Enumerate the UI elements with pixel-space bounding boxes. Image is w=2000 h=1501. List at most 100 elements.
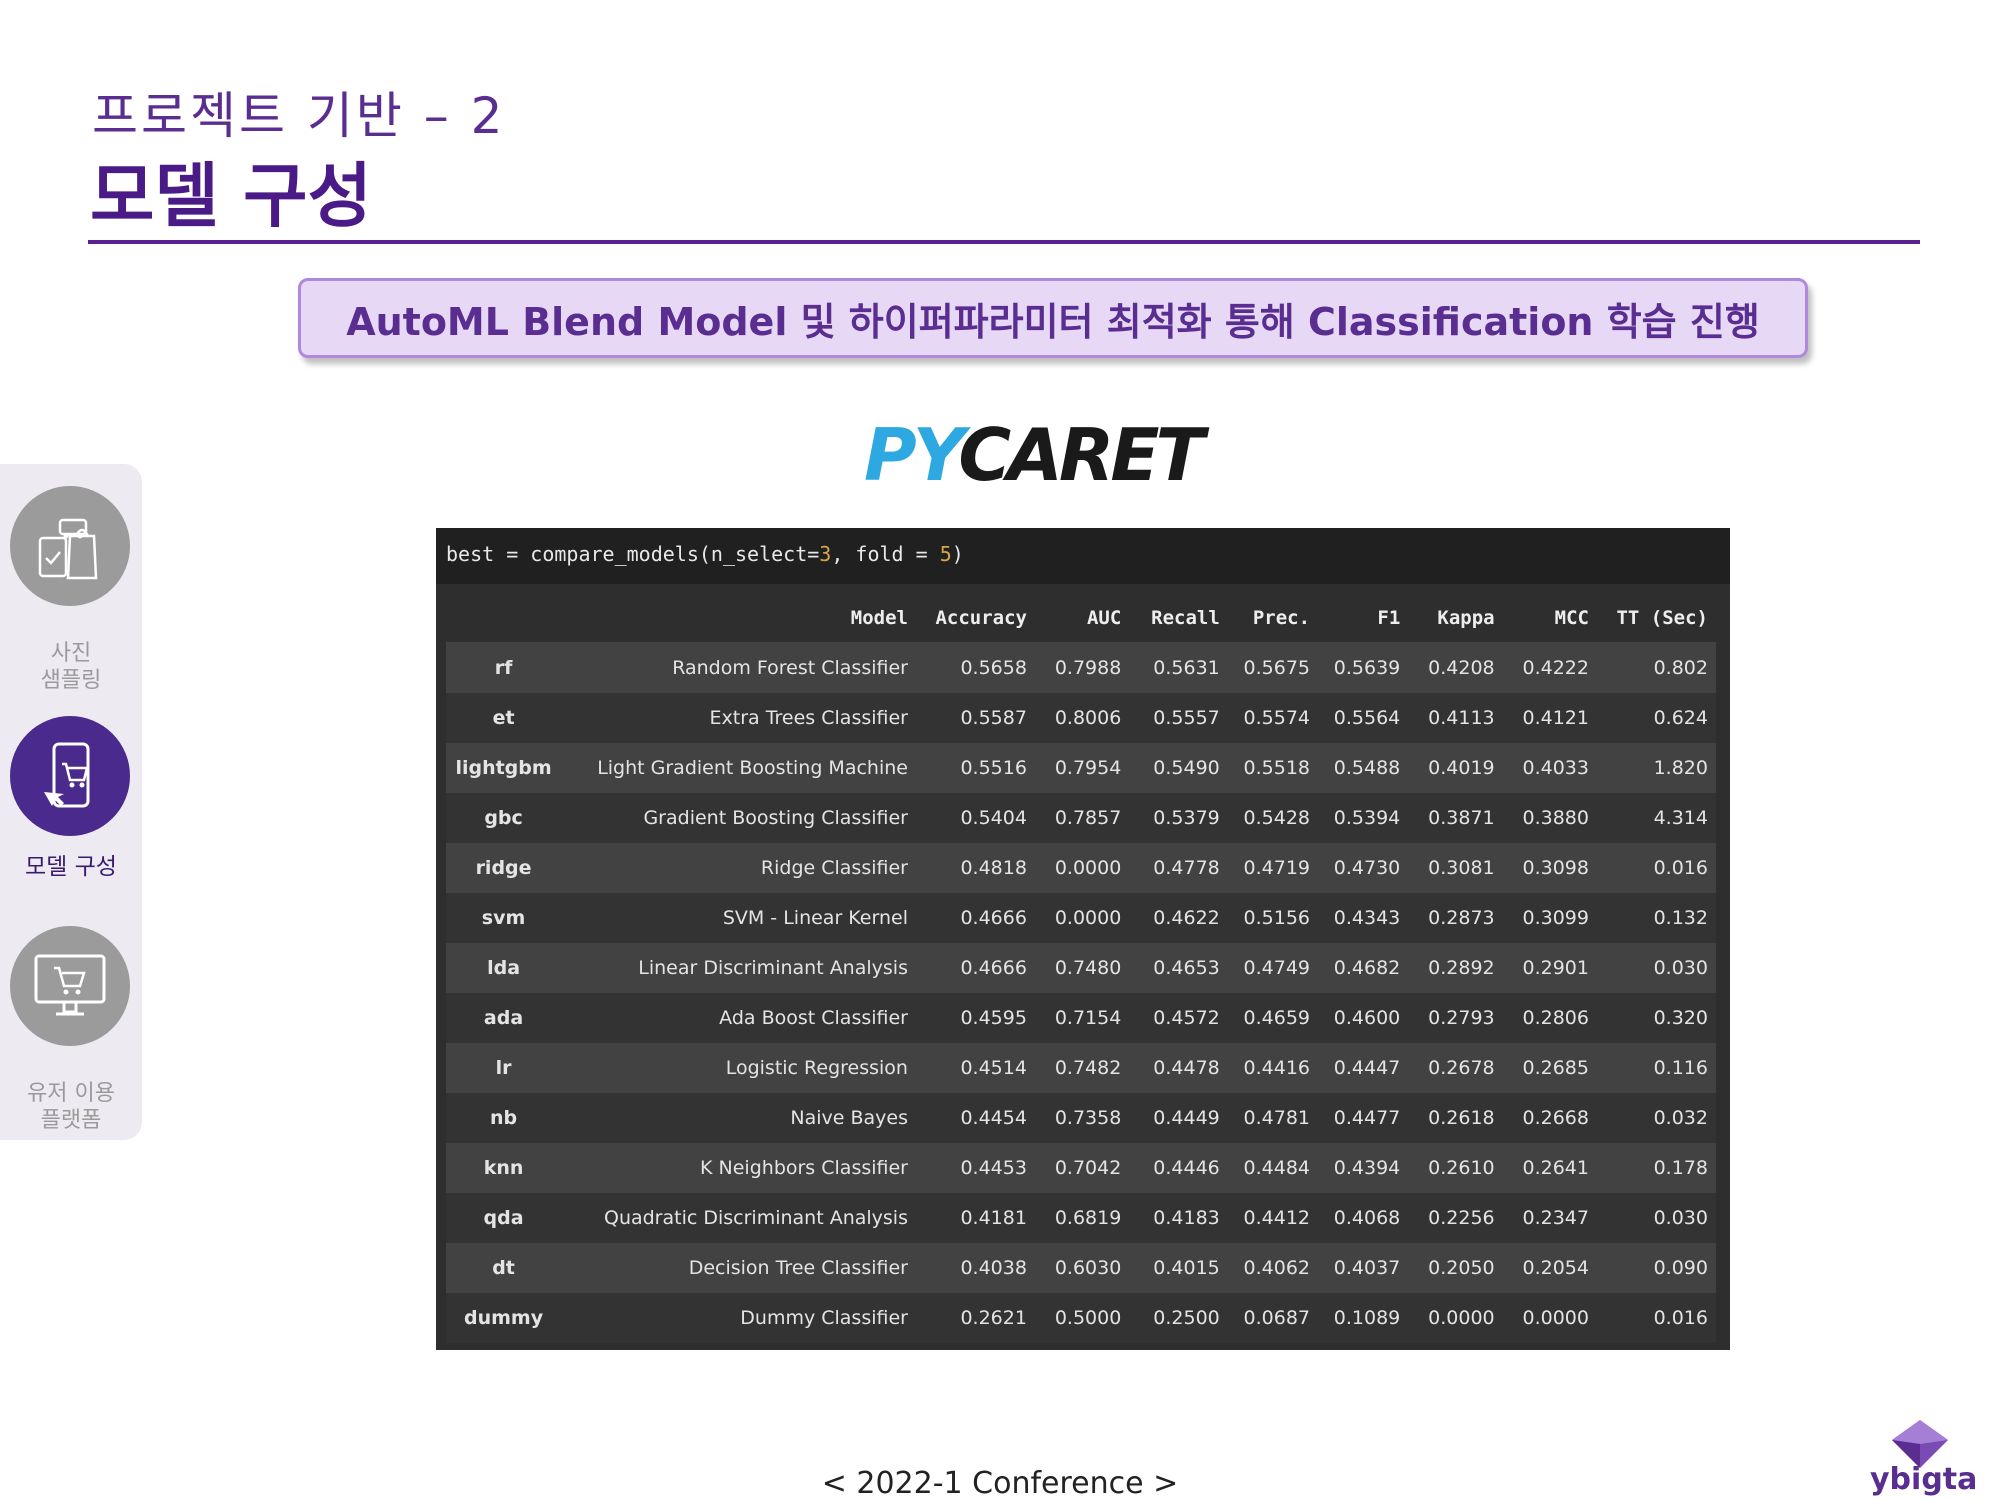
metric-cell: 0.4730: [1318, 843, 1409, 893]
metric-cell: 0.2054: [1502, 1243, 1597, 1293]
metric-cell: 0.3099: [1502, 893, 1597, 943]
model-id-cell: rf: [446, 642, 562, 693]
metric-cell: 0.320: [1596, 993, 1716, 1043]
table-row: lr Logistic Regression 0.4514 0.7482 0.4478 0…: [446, 1043, 1716, 1093]
metric-cell: 0.4600: [1318, 993, 1409, 1043]
metric-cell: 0.4749: [1227, 943, 1319, 993]
metric-cell: 0.030: [1596, 1193, 1716, 1243]
metric-cell: 0.4062: [1227, 1243, 1319, 1293]
metric-cell: 0.6819: [1034, 1193, 1130, 1243]
model-id-cell: et: [446, 693, 562, 743]
svg-text:PYCARET: PYCARET: [864, 422, 1210, 492]
pycaret-logo: PYCARET: [864, 413, 1254, 497]
metric-cell: 0.5156: [1227, 893, 1319, 943]
metric-cell: 0.5379: [1129, 793, 1228, 843]
metric-cell: 0.2901: [1502, 943, 1597, 993]
model-name-cell: Gradient Boosting Classifier: [561, 793, 916, 843]
metric-cell: 0.3098: [1502, 843, 1597, 893]
table-row: svm SVM - Linear Kernel 0.4666 0.0000 0.4622…: [446, 893, 1716, 943]
table-row: qda Quadratic Discriminant Analysis 0.4181…: [446, 1193, 1716, 1243]
table-row: et Extra Trees Classifier 0.5587 0.8006 0.55…: [446, 693, 1716, 743]
section-sidenav: 사진 샘플링 모델 구성 유저 이용 플랫폼: [0, 464, 142, 1140]
metric-cell: 0.5587: [915, 693, 1035, 743]
metric-cell: 0.4666: [915, 893, 1035, 943]
metric-cell: 0.132: [1596, 893, 1716, 943]
model-id-cell: nb: [446, 1093, 562, 1143]
metric-cell: 0.5516: [915, 743, 1035, 793]
code-middle: , fold =: [831, 542, 940, 566]
code-input[interactable]: best = compare_models(n_select=3, fold =…: [446, 542, 964, 566]
model-name-cell: Linear Discriminant Analysis: [561, 943, 916, 993]
model-id-cell: ada: [446, 993, 562, 1043]
metric-cell: 0.016: [1596, 1293, 1716, 1343]
model-id-cell: lda: [446, 943, 562, 993]
metric-cell: 0.5428: [1227, 793, 1319, 843]
metric-cell: 4.314: [1596, 793, 1716, 843]
nav-label-line2: 플랫폼: [40, 1108, 102, 1133]
model-id-cell: svm: [446, 893, 562, 943]
brand-text: ybigta: [1870, 1462, 1978, 1497]
metric-cell: 0.5518: [1227, 743, 1319, 793]
metric-cell: 0.4449: [1129, 1093, 1228, 1143]
model-id-cell: lightgbm: [446, 743, 562, 793]
metric-cell: 0.4514: [915, 1043, 1035, 1093]
metric-cell: 0.0000: [1034, 843, 1130, 893]
code-prefix: best = compare_models(n_select=: [446, 542, 820, 566]
metric-cell: 0.4666: [915, 943, 1035, 993]
model-name-cell: Logistic Regression: [561, 1043, 916, 1093]
table-row: rf Random Forest Classifier 0.5658 0.7988 0.…: [446, 642, 1716, 693]
metric-cell: 0.7480: [1034, 943, 1130, 993]
metric-cell: 0.4484: [1227, 1143, 1319, 1193]
metric-cell: 1.820: [1596, 743, 1716, 793]
metric-cell: 0.5488: [1318, 743, 1409, 793]
shopping-photo-icon: [10, 486, 130, 606]
model-id-cell: knn: [446, 1143, 562, 1193]
cell-output: Model Accuracy AUC Recall Prec. F1 Kappa MCC TT …: [436, 584, 1730, 1350]
metric-cell: 0.2256: [1408, 1193, 1503, 1243]
metric-cell: 0.5404: [915, 793, 1035, 843]
conference-footer: < 2022-1 Conference >: [821, 1466, 1179, 1501]
metric-cell: 0.4719: [1227, 843, 1319, 893]
metric-cell: 0.5639: [1318, 642, 1409, 693]
column-header: Prec.: [1227, 594, 1319, 643]
metric-cell: 0.5658: [915, 642, 1035, 693]
metric-cell: 0.4183: [1129, 1193, 1228, 1243]
monitor-cart-icon: [10, 926, 130, 1046]
model-comparison-table: Model Accuracy AUC Recall Prec. F1 Kappa MCC TT …: [446, 594, 1716, 1343]
slide-title: 모델 구성: [90, 155, 372, 237]
model-id-cell: ridge: [446, 843, 562, 893]
model-name-cell: SVM - Linear Kernel: [561, 893, 916, 943]
model-name-cell: Quadratic Discriminant Analysis: [561, 1193, 916, 1243]
column-header: AUC: [1034, 594, 1130, 643]
table-row: dummy Dummy Classifier 0.2621 0.5000 0.2500 0…: [446, 1293, 1716, 1343]
column-header: MCC: [1502, 594, 1597, 643]
table-row: ada Ada Boost Classifier 0.4595 0.7154 0.457…: [446, 993, 1716, 1043]
column-header: TT (Sec): [1596, 594, 1716, 643]
metric-cell: 0.3081: [1408, 843, 1503, 893]
metric-cell: 0.4343: [1318, 893, 1409, 943]
metric-cell: 0.178: [1596, 1143, 1716, 1193]
metric-cell: 0.5564: [1318, 693, 1409, 743]
nav-label-line1: 사진: [50, 641, 92, 666]
table-row: nb Naive Bayes 0.4454 0.7358 0.4449 0.4781 0.4…: [446, 1093, 1716, 1143]
model-name-cell: Ridge Classifier: [561, 843, 916, 893]
table-row: gbc Gradient Boosting Classifier 0.5404 0.7…: [446, 793, 1716, 843]
code-n-select: 3: [819, 542, 832, 566]
metric-cell: 0.2892: [1408, 943, 1503, 993]
metric-cell: 0.5000: [1034, 1293, 1130, 1343]
metric-cell: 0.4446: [1129, 1143, 1228, 1193]
metric-cell: 0.4033: [1502, 743, 1597, 793]
metric-cell: 0.3880: [1502, 793, 1597, 843]
metric-cell: 0.2050: [1408, 1243, 1503, 1293]
metric-cell: 0.2618: [1408, 1093, 1503, 1143]
metric-cell: 0.8006: [1034, 693, 1130, 743]
model-name-cell: Random Forest Classifier: [561, 642, 916, 693]
summary-banner: AutoML Blend Model 및 하이퍼파라미터 최적화 통해 Clas…: [298, 278, 1808, 358]
model-name-cell: Naive Bayes: [561, 1093, 916, 1143]
metric-cell: 0.4653: [1129, 943, 1228, 993]
table-row: dt Decision Tree Classifier 0.4038 0.6030 0.…: [446, 1243, 1716, 1293]
table-row: knn K Neighbors Classifier 0.4453 0.7042 0.4…: [446, 1143, 1716, 1193]
code-suffix: ): [951, 542, 964, 566]
metric-cell: 0.2610: [1408, 1143, 1503, 1193]
column-header: Recall: [1129, 594, 1228, 643]
